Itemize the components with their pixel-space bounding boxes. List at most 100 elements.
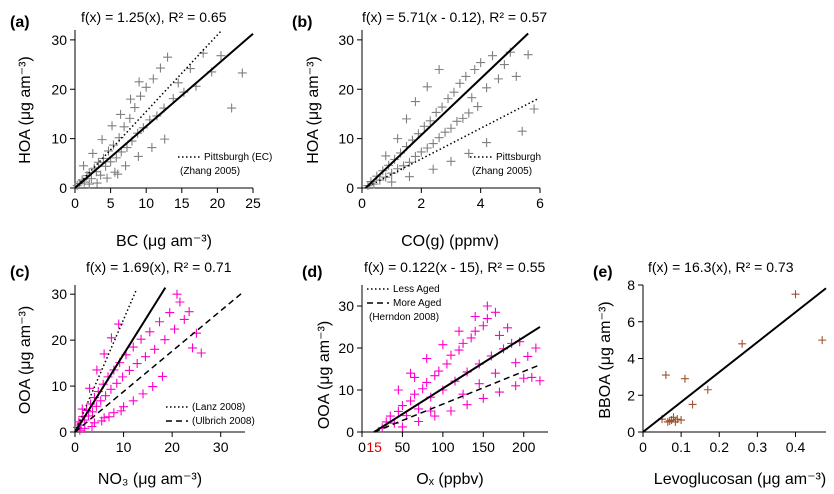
- fit-equation: f(x) = 1.69(x), R² = 0.71: [86, 259, 232, 275]
- legend-label: (Lanz 2008): [192, 402, 245, 413]
- data-point: [381, 172, 391, 182]
- data-point: [523, 50, 533, 60]
- data-point: [148, 382, 158, 392]
- data-point: [128, 396, 138, 406]
- data-point: [99, 349, 109, 359]
- data-point: [446, 350, 456, 360]
- x-tick-label: 0.1: [671, 439, 691, 455]
- data-point: [393, 406, 403, 416]
- data-point: [470, 326, 480, 336]
- panel-e: (e) f(x) = 16.3(x), R² = 0.73 Levoglucos…: [593, 259, 827, 488]
- data-point: [455, 78, 465, 88]
- data-point: [818, 336, 827, 345]
- data-point: [442, 359, 452, 369]
- reference-line: [74, 30, 222, 189]
- y-axis-title: HOA (μg am⁻³): [17, 56, 34, 163]
- y-tick-label: 0: [59, 424, 67, 440]
- data-point: [125, 113, 135, 123]
- data-point: [160, 335, 170, 345]
- x-tick-label: 0.3: [748, 439, 768, 455]
- data-point: [93, 157, 103, 167]
- data-point: [494, 330, 504, 340]
- data-point: [523, 351, 533, 361]
- data-point: [84, 179, 94, 189]
- data-point: [467, 93, 477, 103]
- legend-label: Pittsburgh (EC): [204, 152, 272, 163]
- data-point: [89, 418, 99, 428]
- data-point: [163, 52, 173, 62]
- x-tick-label: 0: [639, 439, 647, 455]
- data-point: [446, 123, 456, 133]
- y-tick-label: 20: [51, 81, 67, 97]
- data-point: [88, 148, 98, 158]
- data-point: [535, 376, 545, 386]
- x-axis-title: Oₓ (ppbv): [416, 471, 484, 488]
- data-point: [490, 368, 500, 378]
- data-point: [464, 148, 474, 158]
- data-point: [87, 407, 97, 417]
- data-point: [165, 308, 175, 318]
- data-point: [96, 396, 106, 406]
- data-point: [482, 301, 492, 311]
- data-point: [673, 415, 682, 424]
- data-point: [114, 319, 124, 329]
- x-tick-label: 0.4: [786, 439, 806, 455]
- data-point: [470, 312, 480, 321]
- legend-label: (Herndon 2008): [369, 312, 439, 323]
- x-tick-label: 15: [174, 195, 190, 211]
- data-point: [122, 143, 132, 153]
- data-point: [482, 83, 492, 93]
- data-point: [422, 143, 432, 153]
- data-point: [402, 114, 411, 124]
- x-tick-label: 0: [71, 439, 79, 455]
- data-point: [393, 385, 403, 395]
- plot-area: 0 50 100 150 200 0 10 20 30 15 Less Aged More Aged (…: [338, 284, 548, 455]
- data-point: [101, 391, 111, 401]
- data-point: [434, 133, 444, 143]
- y-tick-label: 30: [338, 298, 354, 314]
- data-point: [458, 113, 468, 123]
- data-point: [454, 326, 464, 336]
- data-point: [482, 314, 492, 324]
- data-point: [791, 290, 800, 299]
- x-axis-title: NO₃ (μg am⁻³): [98, 471, 202, 488]
- data-point: [663, 417, 672, 426]
- x-tick-label: 0.2: [710, 439, 730, 455]
- x-tick-label: 20: [210, 195, 226, 211]
- data-point: [494, 387, 504, 397]
- data-point: [422, 377, 432, 387]
- data-point: [410, 97, 420, 107]
- data-point: [92, 365, 102, 375]
- y-axis-title: OOA (μg am⁻³): [17, 306, 34, 414]
- data-point: [399, 161, 409, 171]
- panel-label: (c): [10, 264, 30, 281]
- x-tick-label: 4: [477, 195, 485, 211]
- y-tick-label: 20: [338, 340, 354, 356]
- panel-a: (a) f(x) = 1.25(x), R² = 0.65 BC (μg am⁻…: [10, 9, 272, 250]
- x-tick-label: 100: [431, 439, 455, 455]
- data-point: [86, 174, 96, 184]
- data-point: [430, 411, 440, 421]
- data-point: [397, 401, 407, 411]
- data-point: [185, 64, 195, 74]
- data-point: [104, 412, 114, 422]
- y-tick-label: 0: [346, 424, 354, 440]
- data-point: [140, 352, 150, 362]
- y-tick-label: 8: [627, 277, 635, 293]
- x-tick-label: 150: [472, 439, 496, 455]
- y-tick-label: 2: [627, 387, 635, 403]
- data-point: [406, 396, 416, 406]
- data-point: [111, 153, 121, 163]
- data-point: [478, 393, 488, 403]
- data-point: [132, 359, 142, 369]
- legend: Less Aged More Aged (Herndon 2008): [367, 284, 441, 323]
- data-point: [476, 58, 486, 68]
- data-point: [172, 289, 182, 299]
- y-tick-label: 10: [338, 131, 354, 147]
- data-point: [461, 71, 471, 81]
- data-point: [669, 413, 678, 422]
- data-point: [478, 321, 488, 331]
- y-tick-label: 10: [338, 382, 354, 398]
- data-point: [434, 65, 444, 74]
